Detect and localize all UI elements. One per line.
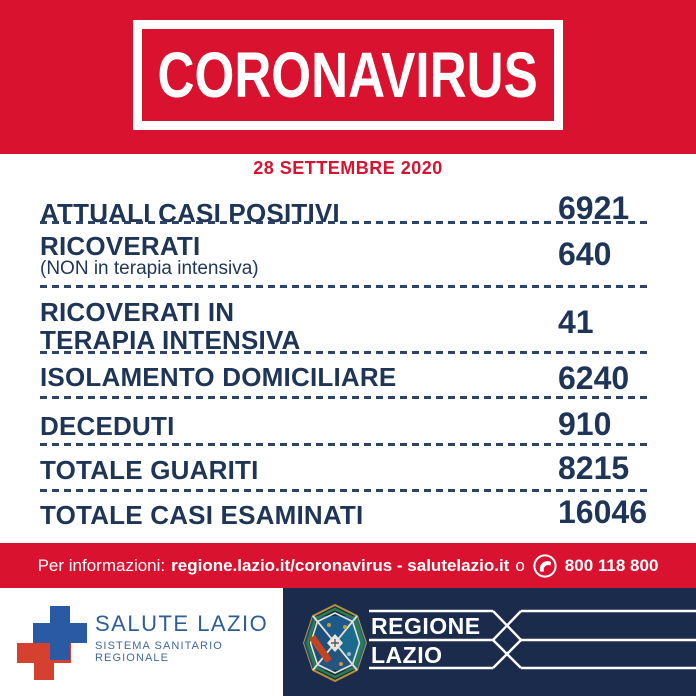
info-links: regione.lazio.it/coronavirus - salutelaz… xyxy=(171,555,510,575)
regione-label: REGIONE xyxy=(371,613,481,639)
info-strip: Per informazioni: regione.lazio.it/coron… xyxy=(0,543,696,588)
salute-cross-icon xyxy=(16,602,94,691)
info-prefix: Per informazioni: xyxy=(37,555,166,575)
divider xyxy=(40,396,652,399)
stat-label-deceduti: DECEDUTI xyxy=(40,411,175,441)
stat-label-terapia-intensiva: RICOVERATI IN TERAPIA INTENSIVA xyxy=(40,297,301,355)
salute-lazio-logo: SALUTE LAZIO SISTEMA SANITARIO REGIONALE xyxy=(0,588,283,696)
banner: CORONAVIRUS xyxy=(0,0,696,154)
divider xyxy=(40,351,652,354)
stat-value-totale-casi-esaminati: 16046 xyxy=(558,494,647,530)
info-conjunction: o xyxy=(515,555,525,575)
stat-value-isolamento-domiciliare: 6240 xyxy=(558,360,630,396)
stat-value-attuali-casi-positivi: 6921 xyxy=(558,190,630,226)
lazio-coat-of-arms-icon xyxy=(302,603,368,687)
divider xyxy=(40,221,652,224)
info-phone-number: 800 118 800 xyxy=(564,555,659,575)
regione-lazio-logo: REGIONE LAZIO xyxy=(283,588,696,696)
banner-title: CORONAVIRUS xyxy=(157,39,539,111)
regione-lazio-ribbon-lines xyxy=(369,609,696,670)
stat-value-ricoverati: 640 xyxy=(558,236,612,272)
divider xyxy=(40,489,652,492)
stat-label-ricoverati: RICOVERATI xyxy=(40,231,201,261)
stat-value-deceduti: 910 xyxy=(558,406,612,442)
salute-lazio-subtitle: SISTEMA SANITARIO REGIONALE xyxy=(95,640,223,664)
stat-label-totale-casi-esaminati: TOTALE CASI ESAMINATI xyxy=(40,500,364,530)
banner-frame: CORONAVIRUS xyxy=(133,20,563,130)
stat-sublabel-ricoverati: (NON in terapia intensiva) xyxy=(40,258,259,279)
stat-value-totale-guariti: 8215 xyxy=(558,450,630,486)
stat-value-terapia-intensiva: 41 xyxy=(558,304,594,340)
stat-label-isolamento-domiciliare: ISOLAMENTO DOMICILIARE xyxy=(40,362,397,392)
salute-lazio-title: SALUTE LAZIO xyxy=(95,611,269,636)
lazio-label: LAZIO xyxy=(371,642,443,668)
phone-icon xyxy=(532,553,558,579)
logos-row: SALUTE LAZIO SISTEMA SANITARIO REGIONALE xyxy=(0,588,696,696)
stat-label-totale-guariti: TOTALE GUARITI xyxy=(40,455,259,485)
divider xyxy=(40,285,652,288)
date-label: 28 SETTEMBRE 2020 xyxy=(253,158,443,178)
divider xyxy=(40,443,652,446)
